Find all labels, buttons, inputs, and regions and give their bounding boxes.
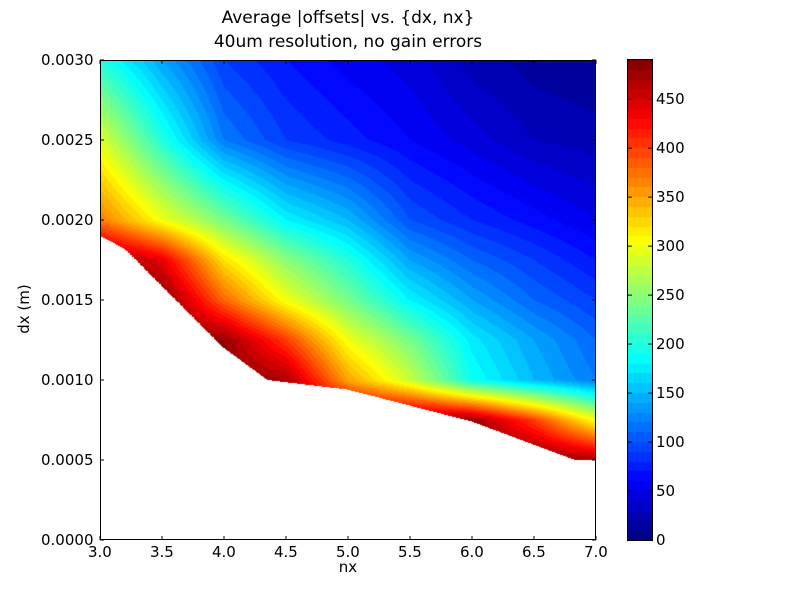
x-tick-label: 6.5: [522, 543, 546, 561]
colorbar-tick-label: 150: [656, 384, 685, 403]
contour-plot-area: [100, 60, 596, 540]
y-tick-label: 0.0005: [41, 451, 94, 469]
colorbar-tick-label: 0: [656, 531, 666, 549]
x-tick-label: 6.0: [460, 543, 484, 561]
y-tick-label: 0.0025: [41, 131, 94, 149]
colorbar-tick-label: 300: [656, 237, 685, 256]
x-axis-label: nx: [338, 558, 358, 576]
y-tick-label: 0.0030: [41, 51, 94, 69]
y-tick-label: 0.0020: [41, 211, 94, 229]
y-tick-label: 0.0010: [41, 371, 94, 389]
x-tick-label: 5.0: [336, 543, 360, 561]
colorbar-tick-label: 350: [656, 188, 685, 207]
x-tick-label: 4.0: [212, 543, 236, 561]
colorbar-tick-label: 450: [656, 90, 685, 109]
colorbar-tick-label: 100: [656, 433, 685, 452]
chart-subtitle: 40um resolution, no gain errors: [213, 32, 483, 52]
colorbar-tick-label: 50: [656, 482, 676, 501]
x-tick-label: 5.5: [398, 543, 422, 561]
chart-title: Average |offsets| vs. {dx, nx}: [221, 8, 475, 28]
x-tick-label: 4.5: [274, 543, 298, 561]
colorbar: [628, 60, 652, 540]
y-tick-label: 0.0015: [41, 291, 94, 309]
y-tick-label: 0.0000: [41, 531, 94, 549]
colorbar-tick-label: 400: [656, 139, 685, 158]
colorbar-tick-label: 250: [656, 286, 685, 305]
colorbar-tick-label: 200: [656, 335, 685, 354]
x-tick-label: 7.0: [584, 543, 608, 561]
x-tick-label: 3.0: [88, 543, 112, 561]
x-tick-label: 3.5: [150, 543, 174, 561]
